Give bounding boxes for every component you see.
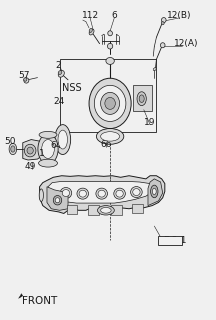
Ellipse shape	[89, 29, 94, 35]
Ellipse shape	[133, 188, 140, 196]
Text: NSS: NSS	[62, 83, 82, 93]
Text: 1: 1	[39, 149, 44, 158]
Ellipse shape	[27, 147, 33, 154]
Ellipse shape	[101, 92, 120, 115]
Polygon shape	[23, 140, 43, 160]
Bar	[133, 84, 152, 111]
Text: 12(A): 12(A)	[174, 39, 198, 48]
Text: 112: 112	[82, 11, 99, 20]
Bar	[132, 204, 143, 213]
Ellipse shape	[77, 188, 89, 199]
Bar	[158, 236, 182, 244]
Text: 50: 50	[4, 137, 16, 146]
Ellipse shape	[24, 144, 36, 157]
Ellipse shape	[89, 78, 131, 129]
Bar	[88, 205, 98, 215]
Polygon shape	[40, 176, 165, 213]
Ellipse shape	[96, 188, 108, 199]
Ellipse shape	[108, 31, 112, 36]
Text: 57: 57	[18, 71, 30, 80]
Polygon shape	[19, 294, 23, 298]
Ellipse shape	[131, 187, 142, 197]
Text: 6: 6	[111, 11, 117, 20]
Ellipse shape	[62, 189, 70, 196]
Ellipse shape	[97, 205, 114, 215]
Ellipse shape	[105, 97, 115, 109]
Circle shape	[38, 134, 58, 164]
Ellipse shape	[58, 130, 67, 149]
Ellipse shape	[101, 207, 111, 213]
Text: 66: 66	[100, 140, 112, 149]
Bar	[60, 60, 156, 132]
Ellipse shape	[39, 132, 57, 138]
Polygon shape	[47, 187, 68, 210]
Ellipse shape	[60, 188, 72, 198]
Polygon shape	[48, 181, 154, 203]
Text: 12(B): 12(B)	[167, 11, 192, 20]
Text: 24: 24	[53, 97, 64, 106]
Text: 49: 49	[24, 163, 36, 172]
Circle shape	[9, 143, 17, 155]
Ellipse shape	[98, 190, 105, 197]
Ellipse shape	[116, 190, 123, 197]
Ellipse shape	[96, 129, 124, 144]
Ellipse shape	[55, 198, 60, 203]
Circle shape	[139, 95, 144, 102]
Ellipse shape	[94, 85, 126, 122]
Bar	[67, 205, 78, 214]
Text: 64: 64	[51, 141, 62, 150]
Ellipse shape	[53, 196, 62, 205]
Ellipse shape	[24, 78, 29, 83]
Ellipse shape	[55, 124, 71, 155]
Polygon shape	[148, 179, 163, 205]
Ellipse shape	[58, 71, 62, 75]
Circle shape	[137, 92, 146, 106]
Ellipse shape	[151, 185, 158, 198]
Ellipse shape	[24, 78, 27, 81]
Ellipse shape	[161, 18, 166, 23]
Ellipse shape	[106, 58, 114, 64]
Circle shape	[42, 140, 54, 158]
Ellipse shape	[160, 43, 165, 48]
Text: E-2-1: E-2-1	[164, 236, 187, 245]
Ellipse shape	[108, 43, 113, 49]
Circle shape	[11, 146, 15, 152]
Text: FRONT: FRONT	[22, 296, 57, 306]
Ellipse shape	[38, 159, 57, 167]
Ellipse shape	[39, 189, 43, 202]
Text: 2: 2	[56, 61, 61, 70]
Ellipse shape	[114, 188, 125, 199]
Ellipse shape	[58, 70, 64, 77]
Ellipse shape	[152, 188, 156, 195]
Ellipse shape	[89, 28, 92, 33]
Text: 19: 19	[144, 118, 156, 127]
Ellipse shape	[101, 132, 120, 141]
Ellipse shape	[79, 190, 86, 197]
Bar	[111, 205, 122, 215]
Ellipse shape	[161, 22, 164, 25]
Polygon shape	[153, 67, 156, 70]
